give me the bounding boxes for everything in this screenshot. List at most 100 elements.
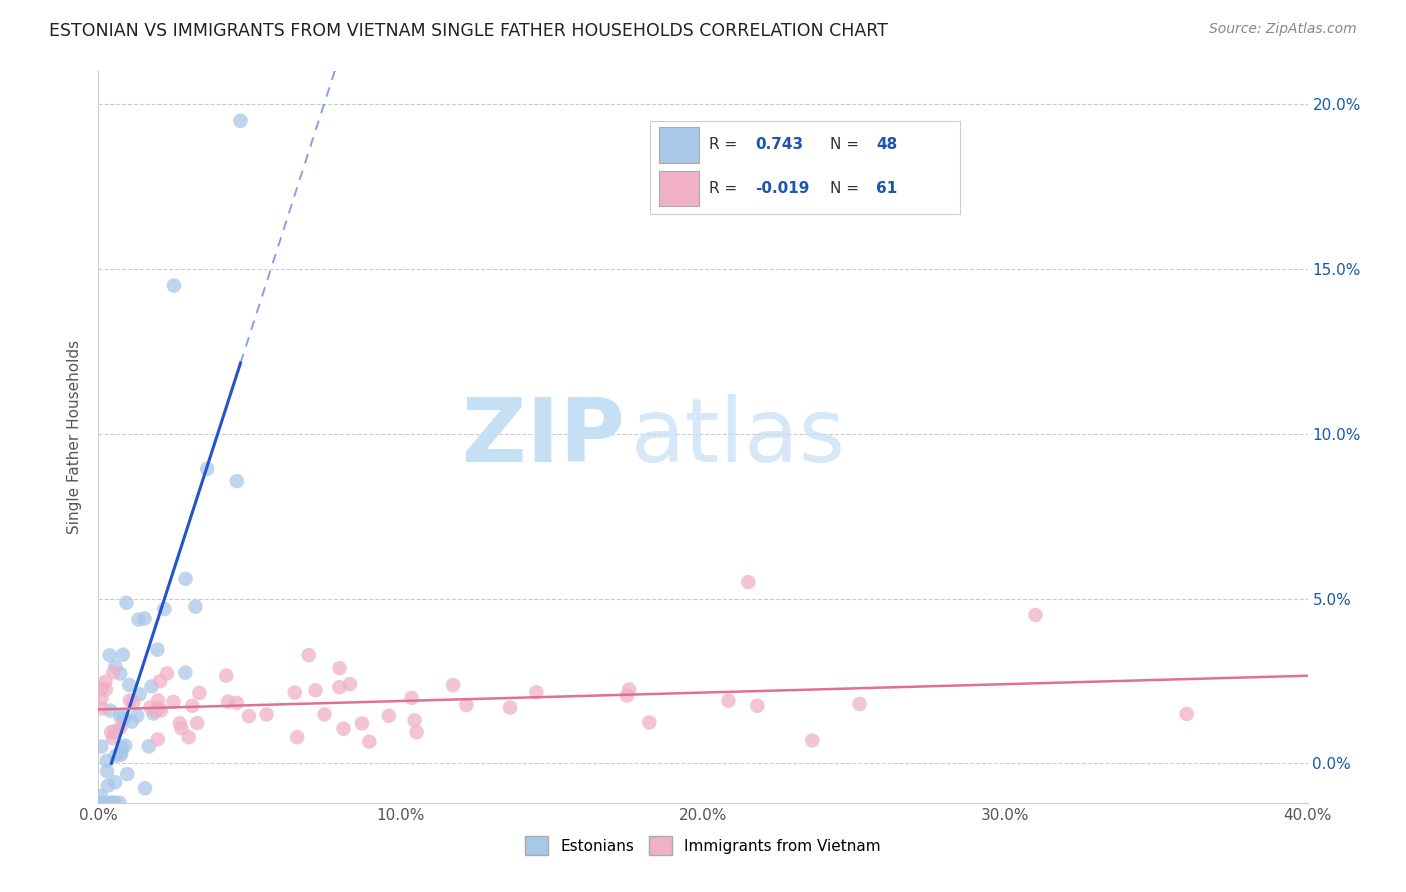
Point: [156, 666, 179, 681]
Point: [350, 716, 373, 731]
Point: [638, 715, 661, 730]
Point: [127, 708, 149, 723]
Point: [128, 613, 150, 627]
Point: [404, 714, 426, 728]
Text: R =: R =: [709, 137, 742, 153]
Point: [142, 706, 165, 721]
Point: [104, 724, 127, 739]
Point: [103, 796, 125, 810]
Point: [93, 796, 115, 810]
Y-axis label: Single Father Households: Single Father Households: [67, 340, 83, 534]
Legend: Estonians, Immigrants from Vietnam: Estonians, Immigrants from Vietnam: [519, 830, 887, 861]
Point: [111, 648, 134, 662]
Point: [225, 474, 247, 488]
Point: [110, 709, 132, 723]
Point: [314, 707, 336, 722]
Point: [98, 648, 121, 663]
Point: [162, 695, 184, 709]
Point: [110, 747, 132, 762]
Text: ZIP: ZIP: [461, 393, 624, 481]
Point: [1024, 607, 1046, 622]
Point: [747, 698, 769, 713]
Bar: [659, 128, 699, 162]
Point: [90, 796, 112, 810]
Point: [128, 687, 150, 701]
Point: [90, 739, 112, 754]
Point: [174, 665, 197, 680]
Point: [526, 685, 548, 699]
Point: [104, 775, 127, 789]
Point: [89, 796, 111, 810]
Point: [848, 697, 870, 711]
Point: [150, 703, 173, 717]
Point: [98, 704, 121, 718]
Point: [298, 648, 321, 662]
Text: ESTONIAN VS IMMIGRANTS FROM VIETNAM SINGLE FATHER HOUSEHOLDS CORRELATION CHART: ESTONIAN VS IMMIGRANTS FROM VIETNAM SING…: [49, 22, 889, 40]
Point: [332, 722, 354, 736]
Point: [163, 278, 186, 293]
Point: [195, 462, 218, 476]
Point: [134, 781, 156, 796]
Point: [122, 695, 145, 709]
Point: [499, 700, 522, 714]
Point: [177, 731, 200, 745]
Point: [1175, 706, 1198, 721]
Point: [96, 764, 118, 779]
Point: [114, 739, 136, 753]
Point: [225, 696, 247, 710]
Point: [118, 678, 141, 692]
Point: [104, 748, 127, 763]
Point: [115, 596, 138, 610]
Point: [90, 691, 112, 706]
Point: [378, 708, 401, 723]
Point: [104, 724, 127, 739]
Point: [101, 796, 124, 810]
Point: [405, 725, 427, 739]
Point: [184, 599, 207, 614]
Point: [217, 695, 239, 709]
Point: [328, 680, 350, 694]
Text: atlas: atlas: [630, 393, 845, 481]
Point: [238, 709, 260, 723]
Text: 61: 61: [876, 181, 897, 196]
Point: [456, 698, 478, 712]
Point: [139, 700, 162, 714]
Point: [174, 572, 197, 586]
Point: [103, 665, 125, 680]
Point: [737, 575, 759, 590]
Point: [112, 710, 135, 724]
Point: [94, 682, 117, 697]
Point: [441, 678, 464, 692]
Point: [100, 796, 122, 810]
Point: [717, 694, 740, 708]
Point: [616, 689, 638, 703]
Point: [101, 731, 124, 745]
Point: [90, 789, 112, 803]
Point: [90, 681, 112, 696]
Point: [110, 721, 132, 735]
Point: [110, 666, 132, 681]
Point: [121, 714, 143, 729]
Point: [146, 732, 169, 747]
Point: [339, 677, 361, 691]
Point: [186, 716, 208, 731]
Point: [112, 713, 135, 727]
Point: [141, 680, 163, 694]
Point: [359, 734, 381, 748]
Point: [104, 659, 127, 673]
Point: [149, 674, 172, 689]
Text: Source: ZipAtlas.com: Source: ZipAtlas.com: [1209, 22, 1357, 37]
Bar: [659, 171, 699, 206]
Text: 48: 48: [876, 137, 897, 153]
Point: [111, 740, 134, 755]
Point: [108, 796, 131, 810]
Text: R =: R =: [709, 181, 742, 196]
Point: [188, 686, 211, 700]
Text: 0.743: 0.743: [755, 137, 803, 153]
Point: [229, 113, 252, 128]
Point: [96, 754, 118, 768]
Point: [138, 739, 160, 754]
Point: [304, 683, 326, 698]
Point: [134, 611, 156, 625]
Point: [256, 707, 278, 722]
